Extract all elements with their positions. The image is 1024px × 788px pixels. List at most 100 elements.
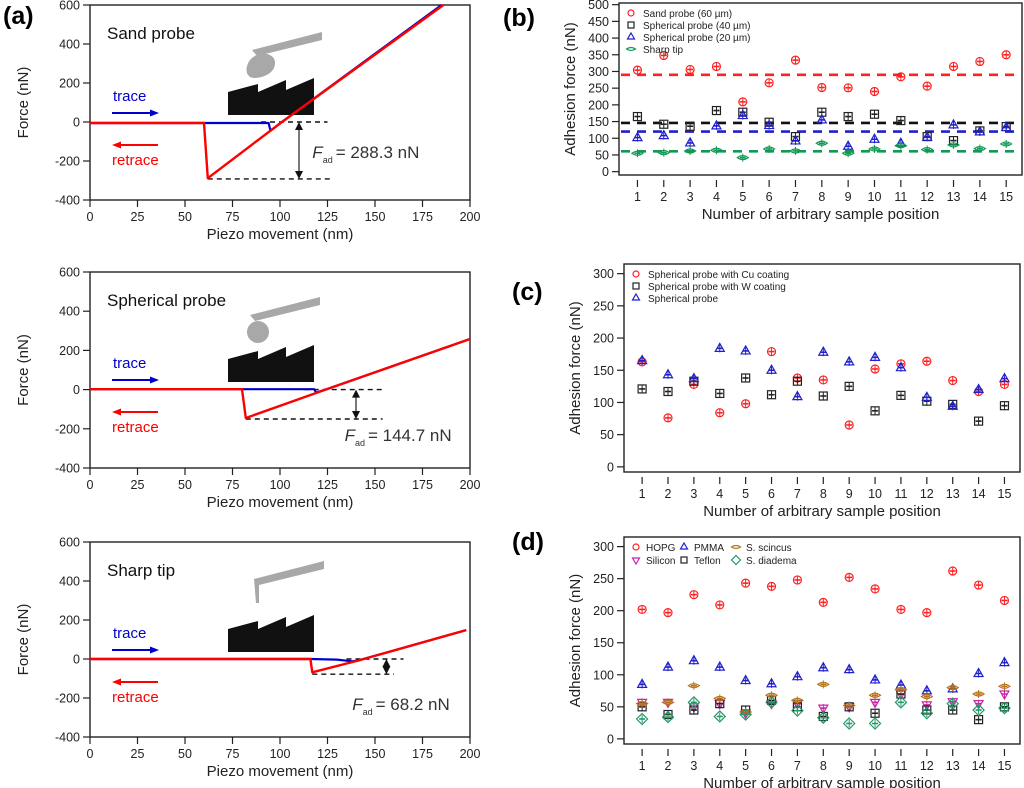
x-tick-label: 200 [460, 478, 481, 492]
x-tick-label: 12 [920, 759, 934, 773]
data-point [741, 399, 751, 409]
x-tick-label: 5 [739, 190, 746, 204]
data-point [948, 566, 958, 576]
data-point [870, 406, 880, 416]
data-point [689, 590, 699, 600]
series-2 [636, 654, 1010, 695]
data-point [741, 373, 751, 383]
data-point [713, 710, 727, 723]
trace-arrow-right-icon [150, 376, 159, 384]
y-tick-label: -400 [55, 731, 80, 745]
trace-label: trace [113, 88, 146, 105]
y-tick-label: 200 [588, 98, 609, 112]
x-tick-label: 125 [317, 747, 338, 761]
data-point [635, 712, 649, 726]
sand-probe-schematic-icon [228, 32, 322, 115]
x-tick-label: 200 [460, 210, 481, 224]
x-tick-label: 12 [920, 487, 934, 501]
x-tick-label: 6 [768, 487, 775, 501]
legend-marker-icon [626, 31, 636, 40]
y-tick-label: 0 [602, 165, 609, 179]
legend-marker-icon [632, 543, 640, 551]
legend-label: Spherical probe (40 µm) [643, 21, 750, 32]
data-point [789, 134, 802, 145]
x-tick-label: 150 [365, 747, 386, 761]
data-point [815, 140, 829, 146]
data-point [687, 683, 701, 689]
data-point [868, 717, 882, 730]
data-point [818, 375, 828, 385]
y-tick-label: 0 [73, 653, 80, 667]
x-tick-label: 10 [868, 759, 882, 773]
arrow-up-icon [295, 122, 303, 130]
plot-a2: -400 -200 0 200 400 600 0 25 50 75 100 125 150 175 200… [15, 266, 480, 512]
data-point [766, 677, 778, 688]
data-point [867, 146, 882, 152]
x-tick-label: 2 [665, 759, 672, 773]
data-point [791, 670, 803, 681]
data-point [685, 64, 695, 75]
legend-marker-icon [632, 270, 640, 278]
data-point [636, 354, 648, 365]
y-tick-label: 500 [588, 0, 609, 12]
data-point [711, 105, 722, 116]
data-point [869, 698, 881, 709]
data-point [741, 578, 751, 588]
y-tick-label: 400 [588, 32, 609, 46]
legend-marker-icon [625, 46, 637, 52]
x-tick-label: 15 [998, 487, 1012, 501]
data-point [921, 391, 933, 401]
adhesion-force-label: Fad = 144.7 nN [345, 426, 452, 448]
x-tick-label: 100 [270, 747, 291, 761]
x-tick-label: 125 [317, 478, 338, 492]
legend-label: S. diadema [746, 556, 797, 567]
data-point [946, 142, 961, 148]
data-point [715, 408, 725, 418]
data-point [659, 50, 669, 61]
y-axis-title: Adhesion force (nN) [567, 301, 584, 434]
x-tick-label: 25 [131, 210, 145, 224]
data-point [635, 701, 649, 707]
data-point [998, 690, 1010, 701]
data-point [662, 660, 674, 671]
data-point [868, 133, 881, 143]
legend-label: Teflon [694, 556, 721, 567]
data-point [895, 361, 907, 372]
series-0 [632, 50, 1011, 107]
data-point [711, 61, 722, 72]
x-tick-label: 150 [365, 478, 386, 492]
x-tick-label: 1 [634, 190, 641, 204]
data-point [843, 83, 853, 93]
y-tick-label: 600 [59, 266, 80, 280]
probe-title: Spherical probe [107, 291, 226, 310]
y-tick-label: 600 [59, 536, 80, 550]
trace-label: trace [113, 625, 146, 642]
legend-label: Spherical probe with Cu coating [648, 270, 789, 281]
data-point [792, 376, 803, 386]
data-point [841, 150, 855, 156]
data-point [736, 155, 750, 161]
data-point [792, 575, 803, 585]
sharp-tip-schematic-icon [228, 561, 324, 652]
x-axis-title: Piezo movement (nm) [207, 763, 354, 780]
data-point [920, 693, 934, 700]
data-point [1001, 50, 1011, 60]
x-tick-label: 14 [973, 190, 987, 204]
data-point [663, 608, 673, 618]
legend-label: Sharp tip [643, 45, 683, 56]
y-tick-label: 400 [59, 575, 80, 589]
data-point [894, 143, 908, 149]
y-tick-label: 250 [593, 299, 614, 313]
x-tick-label: 2 [660, 190, 667, 204]
plot-frame [623, 263, 1021, 473]
series-0 [637, 566, 1010, 618]
legend-label: HOPG [646, 543, 676, 554]
y-tick-label: 250 [593, 572, 614, 586]
x-tick-label: 3 [690, 759, 697, 773]
data-point [894, 686, 908, 693]
series-2 [636, 342, 1010, 411]
data-point [947, 400, 959, 410]
data-point [869, 86, 880, 97]
legend-marker-icon [730, 544, 742, 550]
